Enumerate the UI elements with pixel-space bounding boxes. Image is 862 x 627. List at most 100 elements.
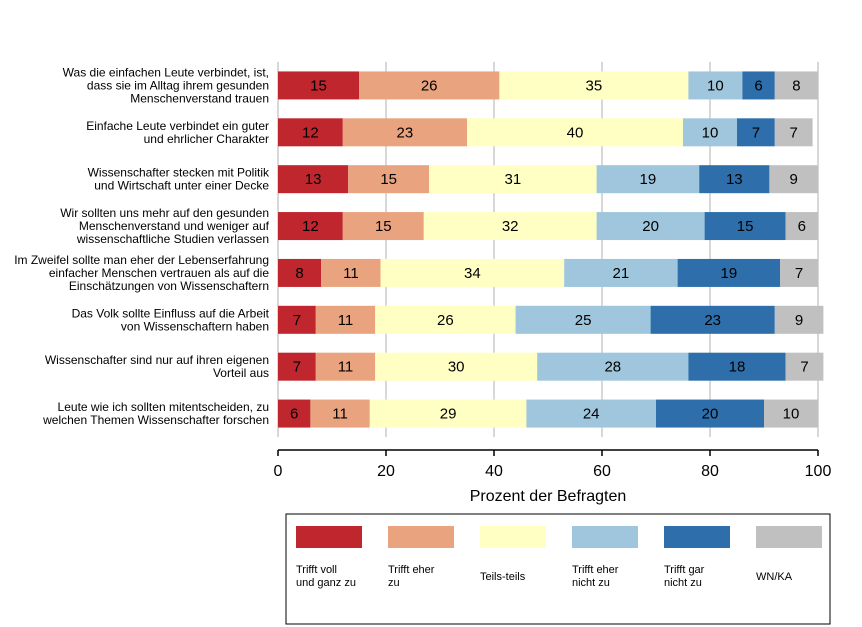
bar-segment-1-3 — [683, 118, 737, 147]
bar-segment-5-1 — [315, 305, 376, 334]
legend-label-4: Trifft gar nicht zu — [664, 564, 705, 589]
bar-segment-7-2 — [369, 399, 527, 428]
bar-value-label-5-0: 7 — [293, 312, 301, 329]
bar-value-label-6-2: 30 — [448, 359, 465, 376]
x-tick-label-2: 40 — [485, 463, 503, 480]
bars: 15 26 35 10 6 8 12 23 40 10 7 7 13 15 31 19 13 9 12 15 32 20 1… — [278, 71, 824, 428]
bar-segment-3-1 — [342, 212, 424, 241]
bar-segment-0-4 — [742, 71, 775, 100]
category-label-0: Was die einfachen Leute verbindet, ist, d… — [63, 65, 269, 105]
bar-value-label-3-1: 15 — [375, 218, 392, 235]
bar-value-label-6-1: 11 — [338, 359, 354, 376]
x-tick-label-0: 0 — [274, 463, 283, 480]
bar-segment-6-2 — [375, 352, 538, 381]
bar-segment-2-2 — [429, 165, 597, 194]
legend-swatch-2 — [480, 526, 546, 548]
bar-value-label-6-3: 28 — [604, 359, 621, 376]
bar-segment-0-2 — [499, 71, 689, 100]
bar-segment-7-5 — [764, 399, 818, 428]
bar-segment-0-3 — [688, 71, 743, 100]
legend-label-5: WN/KA — [756, 571, 793, 583]
bar-segment-3-2 — [423, 212, 597, 241]
category-label-4: Im Zweifel sollte man eher der Lebenserf… — [14, 253, 269, 293]
bar-segment-5-2 — [375, 305, 516, 334]
bar-value-label-1-1: 23 — [397, 124, 414, 141]
bar-segment-1-4 — [737, 118, 775, 147]
bar-segment-5-0 — [278, 305, 316, 334]
category-labels: Was die einfachen Leute verbindet, ist, d… — [14, 65, 270, 427]
bar-segment-3-4 — [704, 212, 786, 241]
legend-label-0: Trifft voll und ganz zu — [296, 564, 356, 589]
bar-value-label-7-2: 29 — [440, 406, 457, 423]
bar-value-label-4-5: 7 — [795, 265, 803, 282]
legend-swatch-0 — [296, 526, 362, 548]
bar-value-label-0-1: 26 — [421, 77, 438, 94]
legend-box — [285, 513, 831, 625]
bar-segment-7-0 — [278, 399, 311, 428]
bar-value-label-7-5: 10 — [783, 406, 800, 423]
bar-segment-4-4 — [677, 258, 781, 287]
bar-value-label-0-2: 35 — [586, 77, 603, 94]
bar-value-label-3-5: 6 — [798, 218, 806, 235]
bar-segment-4-0 — [278, 258, 322, 287]
bar-value-label-2-3: 19 — [640, 171, 657, 188]
bar-value-label-4-1: 11 — [343, 265, 359, 282]
bar-segment-5-5 — [774, 305, 824, 334]
bar-value-label-5-1: 11 — [338, 312, 354, 329]
bar-value-label-1-0: 12 — [302, 124, 319, 141]
bar-segment-2-0 — [278, 165, 349, 194]
bar-value-label-4-3: 21 — [613, 265, 630, 282]
grid-lines — [277, 62, 819, 437]
bar-value-label-2-4: 13 — [726, 171, 743, 188]
bar-value-label-0-5: 8 — [792, 77, 800, 94]
bar-segment-6-1 — [315, 352, 376, 381]
bar-value-label-6-4: 18 — [729, 359, 746, 376]
bar-value-label-2-0: 13 — [305, 171, 322, 188]
category-label-2: Wissenschafter stecken mit Politik und Wi… — [88, 166, 270, 193]
bar-segment-7-3 — [526, 399, 656, 428]
category-label-3: Wir sollten uns mehr auf den gesunden Men… — [60, 206, 269, 246]
x-tick-label-3: 60 — [593, 463, 611, 480]
bar-value-label-5-5: 9 — [795, 312, 803, 329]
bar-segment-2-3 — [596, 165, 700, 194]
bar-segment-6-5 — [785, 352, 824, 381]
bar-segment-3-0 — [278, 212, 343, 241]
bar-value-label-1-2: 40 — [567, 124, 584, 141]
bar-value-label-0-4: 6 — [754, 77, 762, 94]
bar-value-label-5-4: 23 — [704, 312, 721, 329]
bar-value-label-7-3: 24 — [583, 406, 600, 423]
legend-label-2: Teils-teils — [480, 571, 526, 583]
bar-segment-6-0 — [278, 352, 316, 381]
bar-segment-0-1 — [359, 71, 500, 100]
bar-value-label-0-3: 10 — [707, 77, 724, 94]
bar-value-label-1-3: 10 — [702, 124, 719, 141]
bar-segment-4-3 — [564, 258, 678, 287]
legend-label-1: Trifft eher zu — [388, 564, 435, 589]
bar-segment-4-2 — [380, 258, 565, 287]
bar-segment-7-1 — [310, 399, 370, 428]
bar-segment-1-2 — [467, 118, 683, 147]
bar-value-label-5-3: 25 — [575, 312, 592, 329]
bar-value-label-4-4: 19 — [721, 265, 738, 282]
bar-segment-6-4 — [688, 352, 786, 381]
bar-segment-4-5 — [780, 258, 818, 287]
bar-value-label-1-4: 7 — [752, 124, 760, 141]
bar-segment-5-4 — [650, 305, 775, 334]
legend-label-3: Trifft eher nicht zu — [572, 564, 619, 589]
bar-value-label-6-5: 7 — [800, 359, 808, 376]
bar-segment-3-3 — [596, 212, 705, 241]
bar-value-label-3-2: 32 — [502, 218, 519, 235]
bar-value-label-3-4: 15 — [737, 218, 754, 235]
bar-value-label-4-2: 34 — [464, 265, 481, 282]
bar-value-label-2-2: 31 — [505, 171, 522, 188]
legend: Trifft voll und ganz zu Trifft eher zu Teils… — [285, 513, 831, 625]
category-label-5: Das Volk sollte Einfluss auf die Arbeit v… — [72, 306, 270, 333]
bar-value-label-3-3: 20 — [642, 218, 659, 235]
category-label-6: Wissenschafter sind nur auf ihren eigene… — [45, 353, 269, 380]
bar-value-label-1-5: 7 — [790, 124, 798, 141]
bar-segment-2-5 — [769, 165, 818, 194]
bar-value-label-4-0: 8 — [295, 265, 303, 282]
x-axis-title: Prozent der Befragten — [470, 488, 627, 505]
bar-value-label-0-0: 15 — [310, 77, 327, 94]
